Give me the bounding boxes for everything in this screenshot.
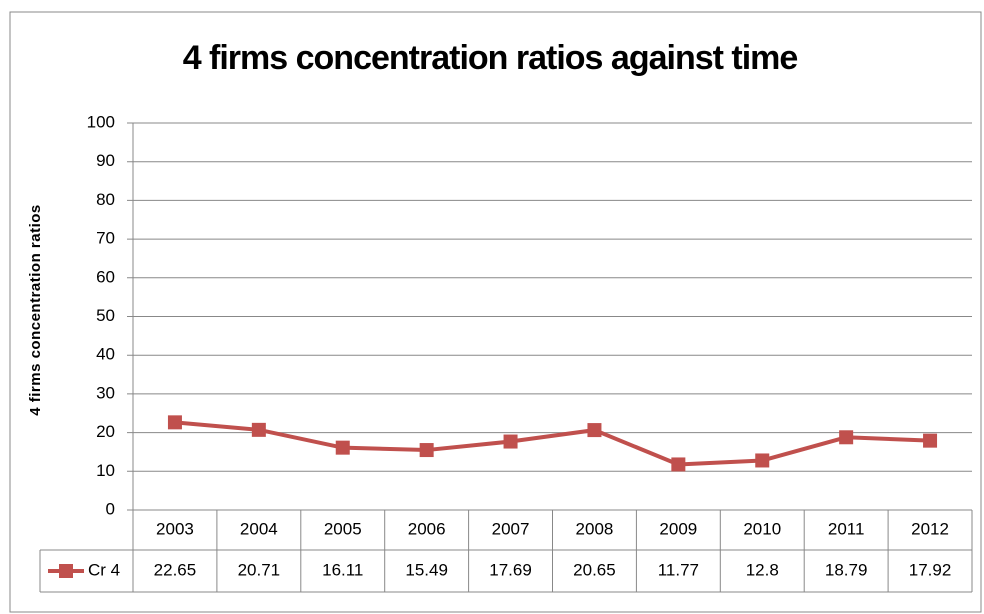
marker [419, 443, 434, 458]
y-tick-label: 60 [96, 267, 115, 286]
marker [503, 434, 518, 449]
series-line [174, 420, 931, 467]
x-tick-label: 2007 [492, 519, 530, 538]
marker [755, 453, 770, 468]
x-tick-label: 2008 [576, 519, 614, 538]
table-value: 11.77 [658, 560, 699, 579]
chart-border [9, 11, 982, 613]
x-tick-label: 2006 [408, 519, 446, 538]
x-tick-label: 2009 [659, 519, 697, 538]
y-tick-label: 30 [96, 383, 115, 402]
x-tick-label: 2011 [828, 519, 865, 538]
x-tick-label: 2003 [156, 519, 194, 538]
legend-label: Cr 4 [88, 560, 120, 579]
x-tick-label: 2005 [324, 519, 362, 538]
table-value: 12.8 [746, 560, 779, 579]
y-tick-label: 100 [87, 112, 115, 131]
marker [335, 440, 350, 455]
y-tick-label: 0 [106, 499, 115, 518]
x-tick-label: 2010 [743, 519, 781, 538]
x-tick-label: 2012 [911, 519, 949, 538]
marker [671, 457, 686, 472]
marker [587, 423, 602, 438]
y-tick-label: 20 [96, 422, 115, 441]
y-tick-label: 40 [96, 345, 115, 364]
marker [923, 433, 938, 448]
legend-marker [59, 564, 73, 578]
y-tick-label: 80 [96, 190, 115, 209]
table-value: 20.71 [238, 560, 281, 579]
table-value: 20.65 [573, 560, 616, 579]
y-axis-label: 4 firms concentration ratios [27, 204, 44, 416]
table-value: 17.92 [909, 560, 952, 579]
table-value: 15.49 [405, 560, 448, 579]
y-tick-label: 10 [96, 461, 115, 480]
y-tick-label: 50 [96, 306, 115, 325]
marker [251, 422, 266, 437]
x-tick-label: 2004 [240, 519, 278, 538]
table-value: 18.79 [825, 560, 868, 579]
table-value: 16.11 [322, 560, 363, 579]
table-value: 22.65 [154, 560, 197, 579]
marker [167, 415, 182, 430]
y-tick-label: 70 [96, 229, 115, 248]
y-tick-label: 90 [96, 151, 115, 170]
chart-title: 4 firms concentration ratios against tim… [183, 39, 798, 77]
marker [839, 430, 854, 445]
table-value: 17.69 [489, 560, 532, 579]
